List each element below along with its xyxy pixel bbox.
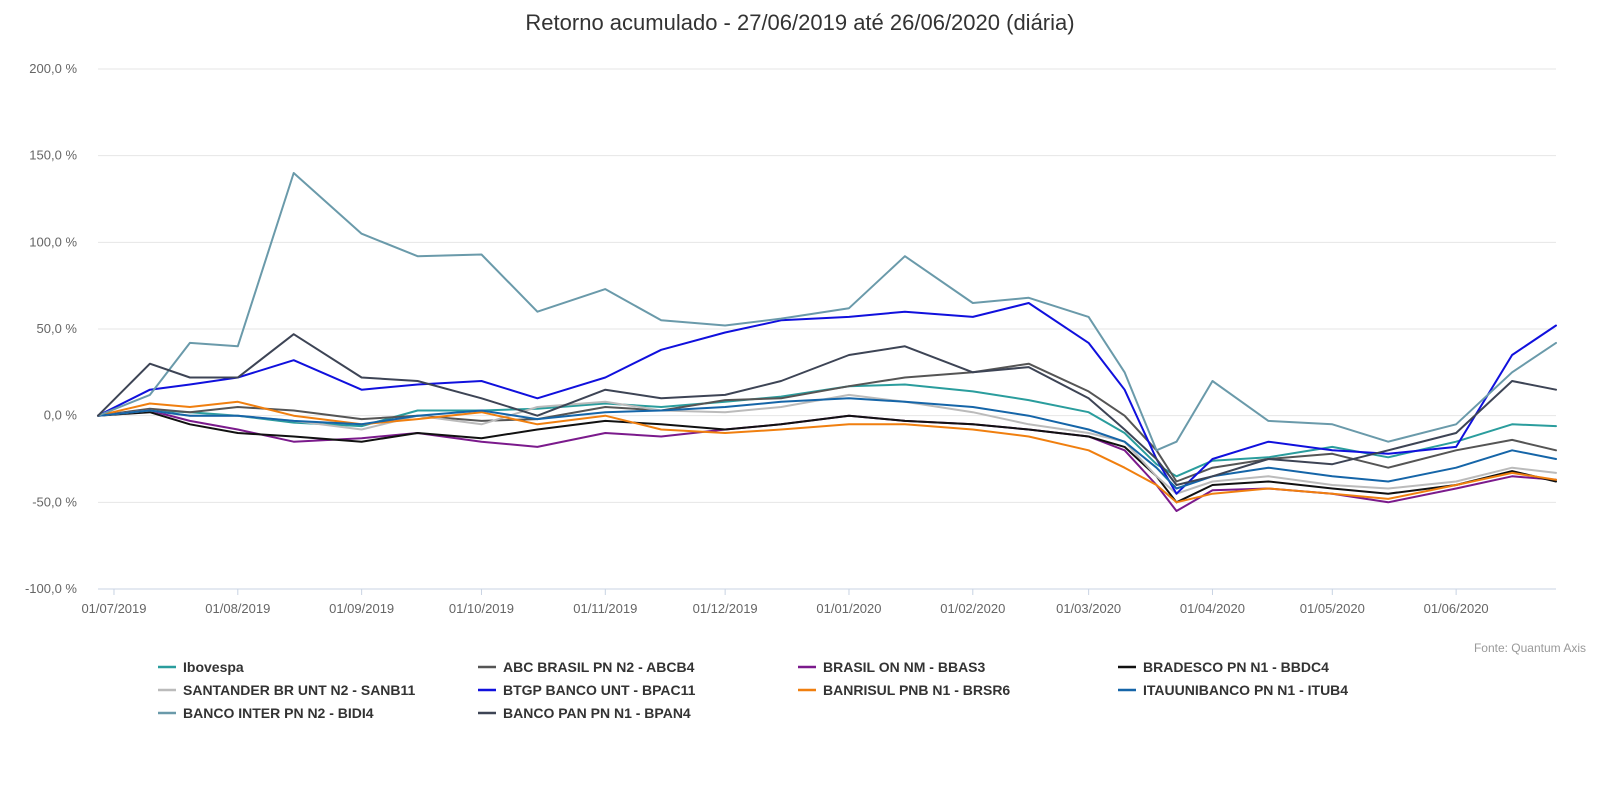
legend-label: BRASIL ON NM - BBAS3 (823, 659, 986, 675)
y-tick-label: 150,0 % (29, 148, 77, 163)
x-tick-label: 01/05/2020 (1300, 601, 1365, 616)
legend-label: BANCO PAN PN N1 - BPAN4 (503, 705, 691, 721)
y-tick-label: 50,0 % (37, 321, 78, 336)
series-line-1 (97, 362, 1557, 483)
x-tick-label: 01/07/2019 (81, 601, 146, 616)
series-line-7 (97, 397, 1557, 490)
series-line-9 (97, 333, 1557, 486)
y-tick-label: -100,0 % (25, 581, 77, 596)
x-tick-label: 01/08/2019 (205, 601, 270, 616)
x-tick-label: 01/09/2019 (329, 601, 394, 616)
series-lines (97, 172, 1557, 512)
x-tick-label: 01/03/2020 (1056, 601, 1121, 616)
legend-label: BRADESCO PN N1 - BBDC4 (1143, 659, 1329, 675)
legend-label: ABC BRASIL PN N2 - ABCB4 (503, 659, 695, 675)
x-tick-label: 01/01/2020 (816, 601, 881, 616)
x-tick-label: 01/02/2020 (940, 601, 1005, 616)
source-note: Fonte: Quantum Axis (1474, 641, 1586, 655)
series-line-3 (97, 411, 1557, 504)
legend-label: Ibovespa (183, 659, 244, 675)
legend-label: BANRISUL PNB N1 - BRSR6 (823, 682, 1010, 698)
y-tick-label: 100,0 % (29, 234, 77, 249)
series-line-8 (97, 172, 1557, 452)
chart-title: Retorno acumulado - 27/06/2019 até 26/06… (525, 10, 1074, 35)
x-tick-label: 01/04/2020 (1180, 601, 1245, 616)
y-axis: 200,0 % 150,0 % 100,0 % 50,0 % 0,0 % -50,0 % -… (25, 61, 77, 596)
series-line-6 (97, 400, 1557, 504)
legend-label: BANCO INTER PN N2 - BIDI4 (183, 705, 374, 721)
series-line-4 (97, 393, 1557, 495)
y-tick-label: 0,0 % (44, 408, 78, 423)
legend-label: ITAUUNIBANCO PN N1 - ITUB4 (1143, 682, 1348, 698)
x-axis: 01/07/2019 01/08/2019 01/09/2019 01/10/2019… (81, 589, 1489, 616)
grid-lines (98, 68, 1556, 590)
x-tick-label: 01/12/2019 (693, 601, 758, 616)
legend-label: BTGP BANCO UNT - BPAC11 (503, 682, 696, 698)
y-tick-label: -50,0 % (32, 494, 77, 509)
series-line-5 (97, 302, 1557, 495)
x-tick-label: 01/06/2020 (1424, 601, 1489, 616)
x-tick-label: 01/10/2019 (449, 601, 514, 616)
x-tick-label: 01/11/2019 (573, 601, 637, 616)
legend-label: SANTANDER BR UNT N2 - SANB11 (183, 682, 416, 698)
y-tick-label: 200,0 % (29, 61, 77, 76)
legend: Ibovespa ABC BRASIL PN N2 - ABCB4 BRASIL O… (158, 659, 1348, 721)
